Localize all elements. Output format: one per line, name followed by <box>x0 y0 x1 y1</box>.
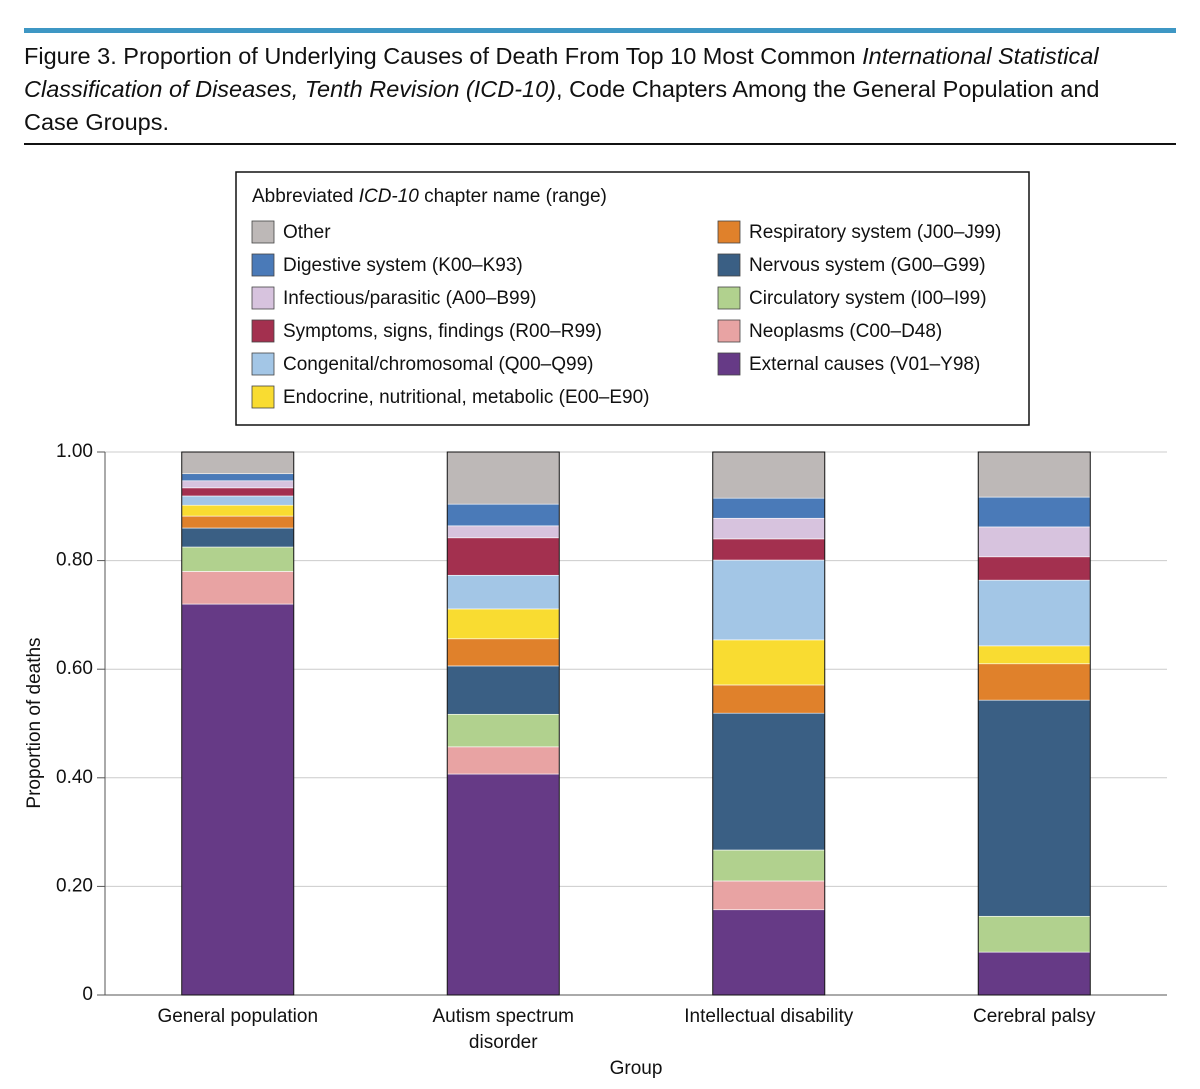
bar-segment <box>446 773 560 996</box>
bar-segment <box>181 603 295 996</box>
legend-label: Infectious/parasitic (A00–B99) <box>283 288 536 309</box>
bar-outline <box>181 451 295 996</box>
bar-segment <box>977 699 1091 917</box>
x-tick-label-line: disorder <box>469 1032 538 1053</box>
bar-segment <box>446 713 560 748</box>
x-tick-label: Autism spectrum disorder <box>433 1006 574 1053</box>
legend-box <box>235 171 1030 426</box>
bar-segment <box>712 684 826 714</box>
bar-segment <box>712 880 826 911</box>
bar-segment <box>977 579 1091 647</box>
bar-segment <box>181 527 295 548</box>
title-part: Figure 3. Proportion of Underlying Cause… <box>24 43 863 69</box>
legend-swatch <box>717 220 741 244</box>
legend-label: Respiratory system (J00–J99) <box>749 222 1001 243</box>
legend-swatch <box>251 220 275 244</box>
bar-segment <box>712 451 826 499</box>
bar-segment <box>977 496 1091 528</box>
bar-segment <box>181 571 295 605</box>
legend-swatch <box>251 385 275 409</box>
x-tick-label: General population <box>157 1006 318 1027</box>
bar-segment <box>181 473 295 482</box>
legend-swatch <box>251 253 275 277</box>
legend-label: Digestive system (K00–K93) <box>283 255 523 276</box>
bar-segment <box>181 504 295 517</box>
y-axis-label: Proportion of deaths <box>24 637 45 808</box>
bar-segment <box>181 480 295 489</box>
legend-swatch <box>717 253 741 277</box>
legend-label: Symptoms, signs, findings (R00–R99) <box>283 321 602 342</box>
bar-segment <box>446 537 560 576</box>
legend-swatch <box>717 319 741 343</box>
top-bar <box>24 28 1176 33</box>
bar-segment <box>446 574 560 610</box>
legend-label: Neoplasms (C00–D48) <box>749 321 942 342</box>
bar-segment <box>712 559 826 641</box>
bar-segment <box>181 451 295 475</box>
legend-title-part: ICD-10 <box>359 186 420 207</box>
legend-label: Circulatory system (I00–I99) <box>749 288 987 309</box>
y-tick-label: 0.20 <box>56 875 93 896</box>
title-part: , Code Chapters Among the General Popula… <box>24 76 1100 135</box>
y-tick-label: 0.80 <box>56 550 93 571</box>
legend-swatch <box>251 319 275 343</box>
bar-segment <box>712 712 826 851</box>
bar-outline <box>446 451 560 996</box>
title-rule <box>24 143 1176 145</box>
bar-segment <box>446 608 560 640</box>
bar-segment <box>446 638 560 667</box>
bar-segment <box>712 538 826 561</box>
bar-segment <box>977 951 1091 996</box>
bar-outline <box>977 451 1091 996</box>
bar-segment <box>446 665 560 715</box>
y-tick-label: 0 <box>82 984 93 1005</box>
legend-title: Abbreviated ICD-10 chapter name (range) <box>252 186 607 207</box>
y-tick-label: 1.00 <box>56 441 93 462</box>
figure-title: Figure 3. Proportion of Underlying Cause… <box>24 40 1104 139</box>
legend-title-part: Abbreviated <box>252 186 359 207</box>
bar-segment <box>977 451 1091 498</box>
bar-segment <box>446 451 560 505</box>
bar-segment <box>181 546 295 572</box>
bar-segment <box>977 526 1091 558</box>
bar-segment <box>977 556 1091 581</box>
legend-swatch <box>717 286 741 310</box>
bar-segment <box>712 517 826 540</box>
bar-segment <box>712 909 826 996</box>
bar-segment <box>446 503 560 527</box>
x-tick-label: Intellectual disability <box>684 1006 853 1027</box>
legend-label: Endocrine, nutritional, metabolic (E00–E… <box>283 387 649 408</box>
bar-segment <box>712 497 826 519</box>
legend-swatch <box>717 352 741 376</box>
bar-segment <box>977 645 1091 665</box>
bar-segment <box>181 495 295 506</box>
bar-segment <box>181 515 295 529</box>
x-tick-label: Cerebral palsy <box>973 1006 1096 1027</box>
bar-segment <box>977 663 1091 701</box>
bar-segment <box>977 915 1091 953</box>
legend-swatch <box>251 352 275 376</box>
legend-title-part: chapter name (range) <box>419 186 607 207</box>
bar-outline <box>712 451 826 996</box>
y-tick-label: 0.60 <box>56 658 93 679</box>
x-tick-label-line: Autism spectrum <box>433 1006 574 1027</box>
legend-label: Nervous system (G00–G99) <box>749 255 986 276</box>
legend-label: Congenital/chromosomal (Q00–Q99) <box>283 354 594 375</box>
x-axis-label: Group <box>610 1058 663 1079</box>
title-part: International Statistical Classification… <box>24 43 1099 102</box>
legend-swatch <box>251 286 275 310</box>
bar-segment <box>446 525 560 539</box>
bar-segment <box>712 639 826 686</box>
legend-label: External causes (V01–Y98) <box>749 354 980 375</box>
bar-segment <box>446 746 560 775</box>
y-tick-label: 0.40 <box>56 767 93 788</box>
bar-segment <box>712 849 826 882</box>
legend-label: Other <box>283 222 331 243</box>
bar-segment <box>181 487 295 497</box>
